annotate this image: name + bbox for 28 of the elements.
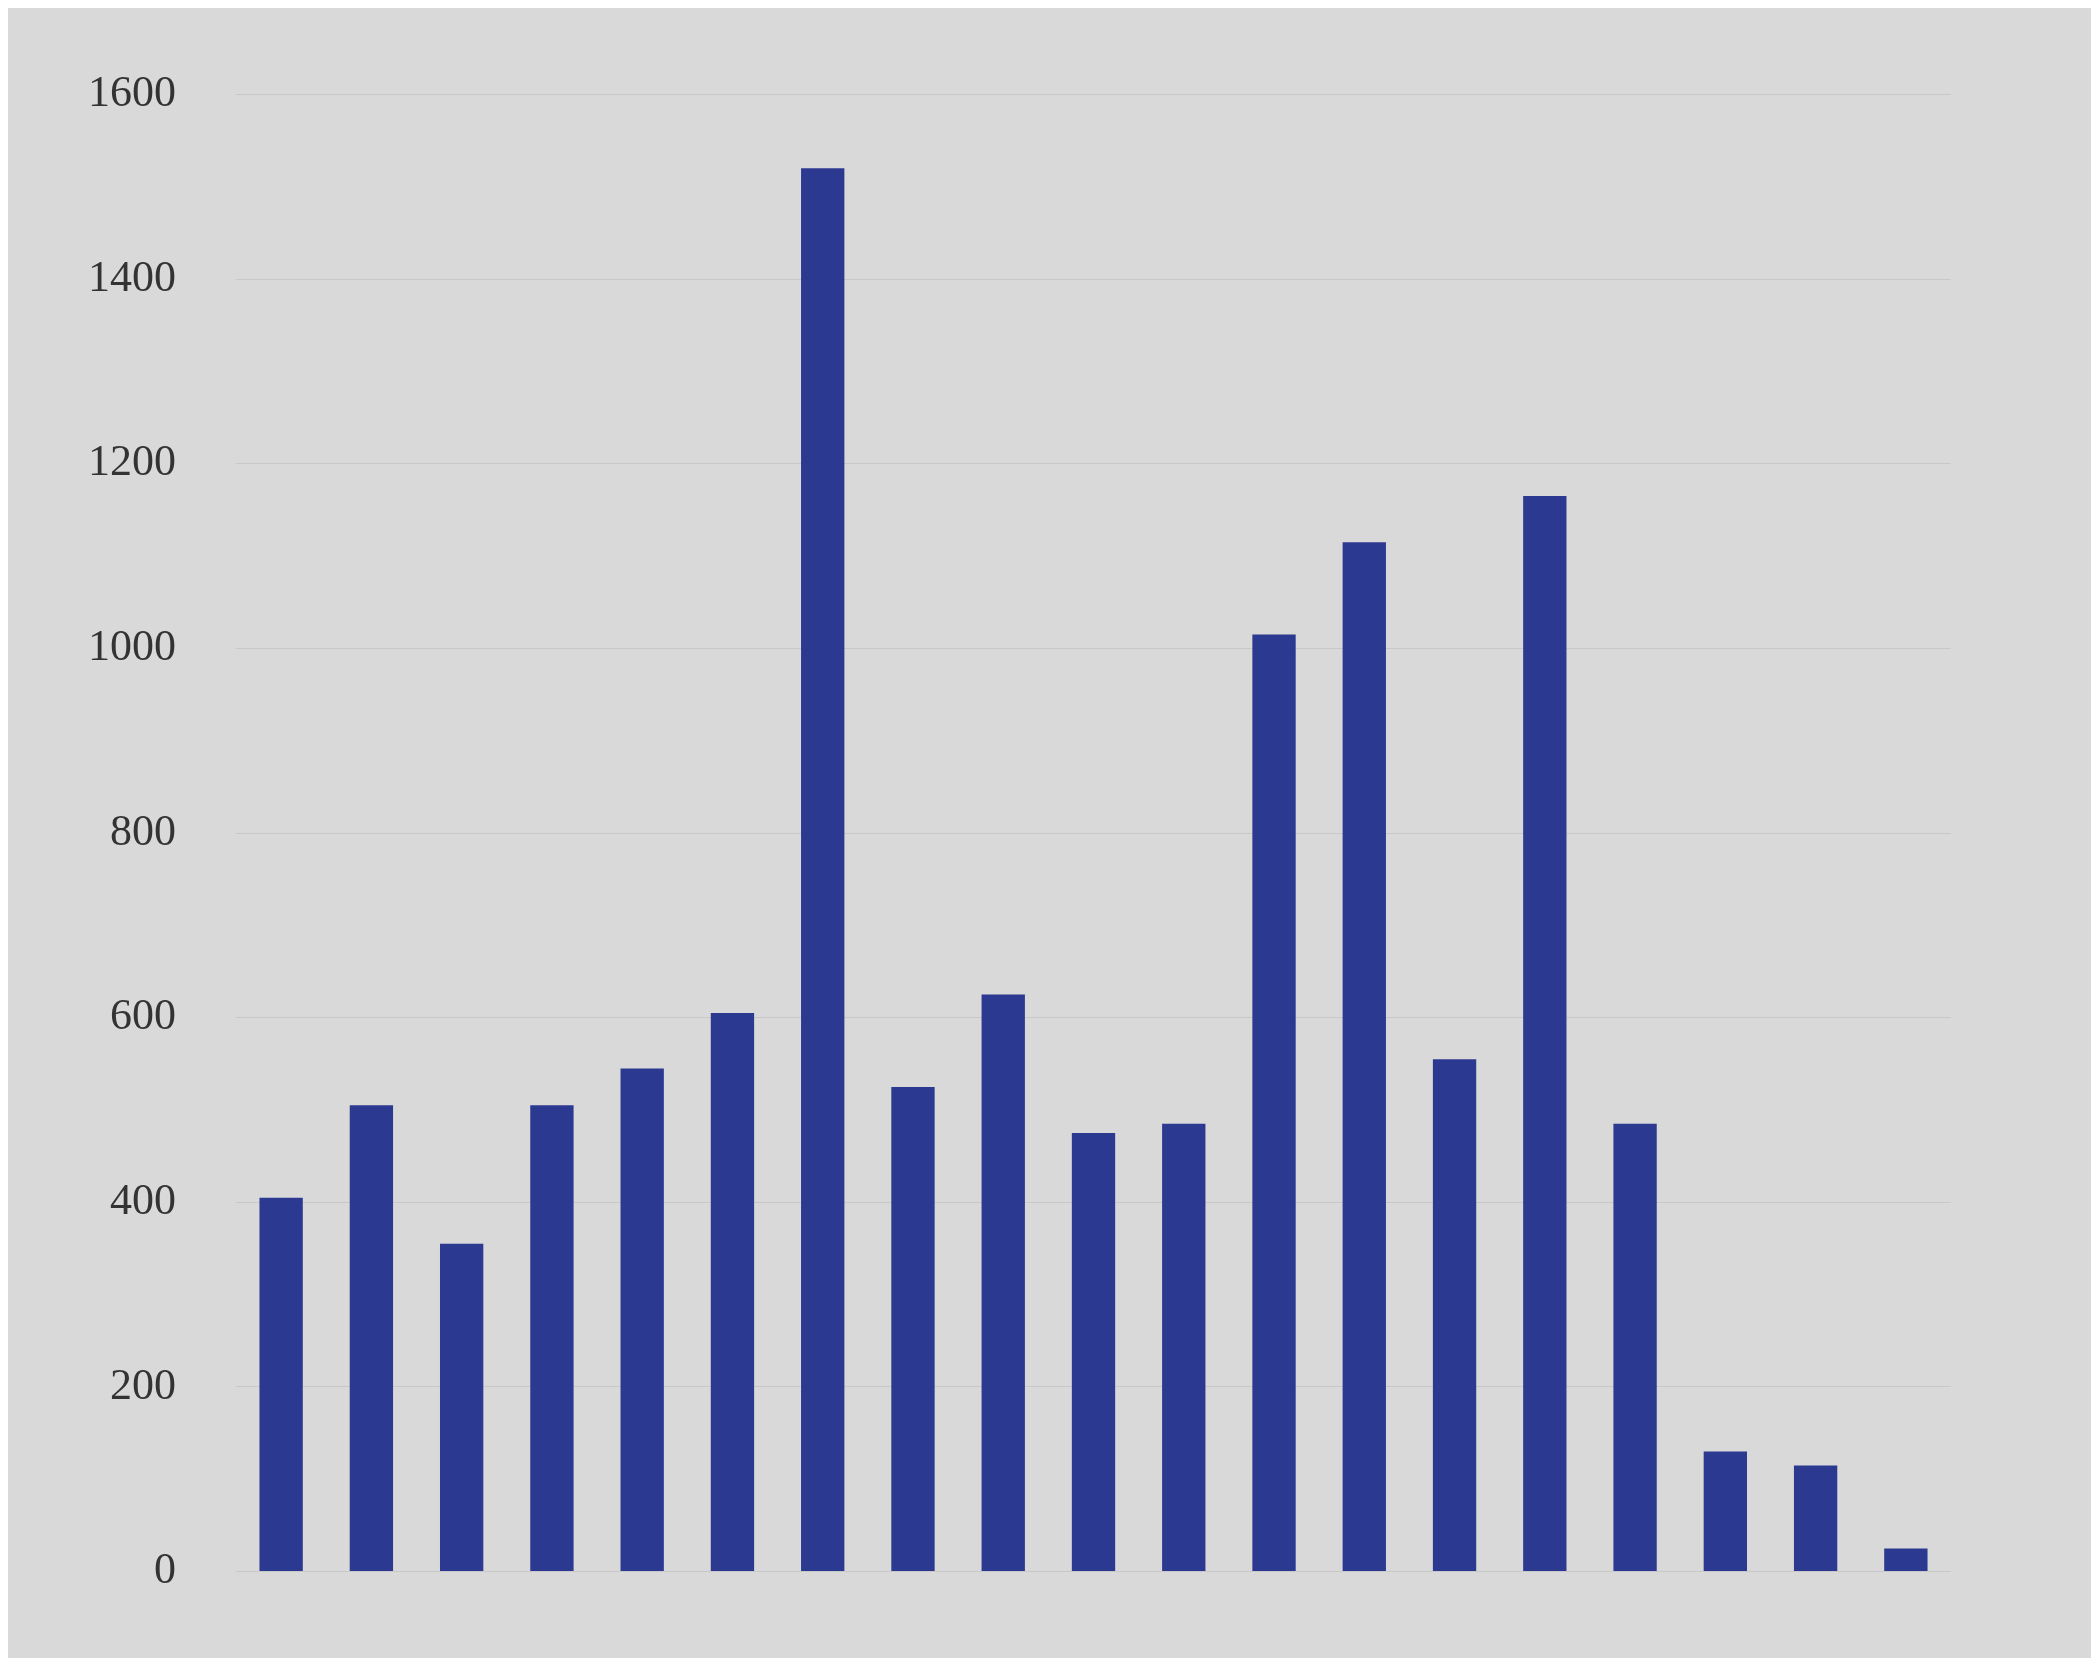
bar <box>1703 1451 1748 1572</box>
bar <box>1071 1133 1116 1572</box>
bar <box>801 168 845 1572</box>
y-tick-label: 600 <box>110 990 176 1040</box>
bar <box>981 994 1025 1572</box>
bar <box>620 1068 664 1572</box>
y-tick-label: 1600 <box>88 66 176 116</box>
bar <box>1432 1059 1477 1572</box>
bar <box>440 1243 484 1572</box>
bar <box>259 1197 303 1572</box>
bar <box>1793 1465 1838 1572</box>
bar <box>1523 496 1567 1572</box>
bar <box>349 1105 394 1572</box>
y-tick-label: 1400 <box>88 251 176 301</box>
bar <box>1342 542 1386 1572</box>
bar <box>530 1105 574 1572</box>
bar <box>1884 1548 1928 1572</box>
y-tick-label: 200 <box>110 1359 176 1409</box>
bar <box>1613 1123 1657 1572</box>
y-tick-label: 0 <box>154 1544 176 1594</box>
y-tick-label: 1200 <box>88 436 176 486</box>
y-tick-label: 1000 <box>88 620 176 670</box>
bar <box>1252 634 1296 1572</box>
bar <box>710 1013 755 1572</box>
y-tick-label: 400 <box>110 1174 176 1224</box>
bar <box>891 1086 935 1572</box>
y-tick-label: 800 <box>110 805 176 855</box>
bar <box>1162 1123 1206 1572</box>
